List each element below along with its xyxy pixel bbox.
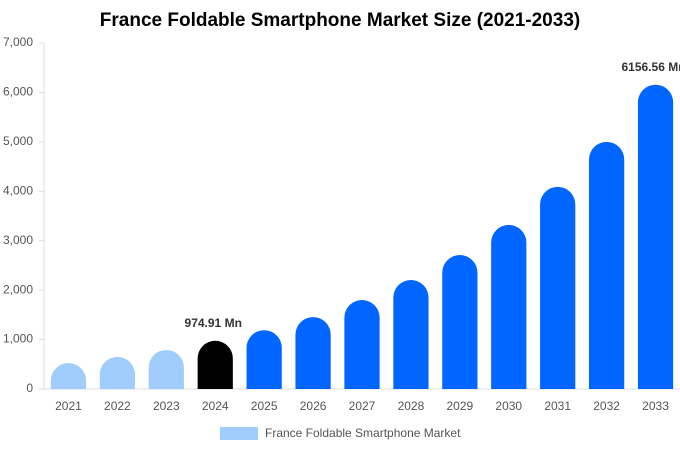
y-tick-label: 5,000 <box>3 134 33 148</box>
y-tick-label: 3,000 <box>3 233 33 247</box>
y-tick-label: 6,000 <box>3 85 33 99</box>
bar <box>442 255 478 389</box>
x-tick-label: 2026 <box>300 399 327 413</box>
bar <box>344 300 380 389</box>
x-tick-label: 2033 <box>642 399 669 413</box>
x-tick-label: 2025 <box>251 399 278 413</box>
bar <box>197 340 233 389</box>
bar <box>246 330 282 389</box>
bar <box>295 317 331 389</box>
bar <box>50 363 87 389</box>
x-tick-label: 2022 <box>104 399 131 413</box>
bar <box>637 84 674 390</box>
bar <box>99 356 135 389</box>
bar <box>491 224 527 389</box>
x-tick-label: 2030 <box>495 399 522 413</box>
bar <box>589 141 625 389</box>
x-tick-label: 2021 <box>55 399 82 413</box>
x-tick-label: 2031 <box>544 399 571 413</box>
x-tick-label: 2027 <box>349 399 376 413</box>
chart-title: France Foldable Smartphone Market Size (… <box>100 10 580 31</box>
bar <box>148 349 184 389</box>
bar <box>393 280 429 389</box>
y-tick-label: 4,000 <box>3 183 33 197</box>
x-tick-label: 2028 <box>398 399 425 413</box>
legend-swatch <box>220 427 258 440</box>
value-label: 6156.56 Mn <box>622 60 680 74</box>
bar <box>540 186 576 389</box>
y-tick-label: 1,000 <box>3 332 33 346</box>
value-label: 974.91 Mn <box>185 316 242 330</box>
y-tick-label: 7,000 <box>3 35 33 49</box>
y-tick-label: 0 <box>26 381 33 395</box>
legend-label: France Foldable Smartphone Market <box>265 426 461 440</box>
x-tick-label: 2024 <box>202 399 229 413</box>
x-tick-label: 2032 <box>593 399 620 413</box>
x-tick-label: 2029 <box>446 399 473 413</box>
x-tick-label: 2023 <box>153 399 180 413</box>
y-tick-label: 2,000 <box>3 282 33 296</box>
